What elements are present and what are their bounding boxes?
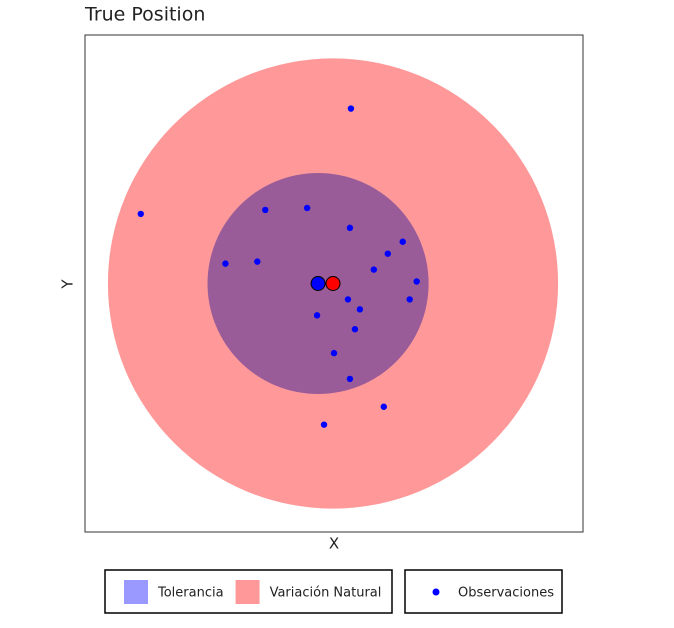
observation-point	[254, 258, 261, 265]
position-point	[325, 276, 341, 291]
legend-label: Tolerancia	[157, 586, 224, 601]
observation-point	[303, 204, 311, 212]
observation-point	[384, 250, 391, 257]
legend-marker	[432, 588, 440, 596]
observation-point	[413, 278, 420, 285]
legend-label: Variación Natural	[270, 586, 382, 601]
x-axis-label: X	[329, 535, 339, 553]
observation-point	[346, 375, 354, 383]
plot-border	[84, 34, 584, 533]
y-axis-label: Y	[59, 279, 77, 290]
observation-point	[351, 326, 359, 333]
legend-box	[404, 569, 563, 614]
observation-point	[137, 210, 144, 218]
observation-point	[344, 296, 352, 303]
observation-point	[330, 349, 338, 357]
observation-point	[356, 306, 364, 313]
legend: Tolerancia Variación Natural Observaciones	[124, 580, 554, 604]
observation-point	[346, 224, 354, 232]
observation-point	[370, 266, 378, 273]
observation-point	[399, 238, 406, 245]
observation-point	[262, 206, 269, 214]
legend-label: Observaciones	[458, 586, 554, 601]
observation-point	[313, 312, 321, 319]
observation-point	[320, 421, 328, 428]
observation-point	[347, 105, 355, 112]
observation-point	[222, 260, 229, 267]
legend-swatch	[124, 580, 148, 604]
legend-swatch	[235, 580, 260, 604]
observation-point	[380, 403, 387, 410]
position-point	[310, 276, 326, 291]
plot-area	[107, 58, 559, 509]
chart-title: True Position	[84, 4, 205, 26]
observation-point	[406, 296, 413, 303]
